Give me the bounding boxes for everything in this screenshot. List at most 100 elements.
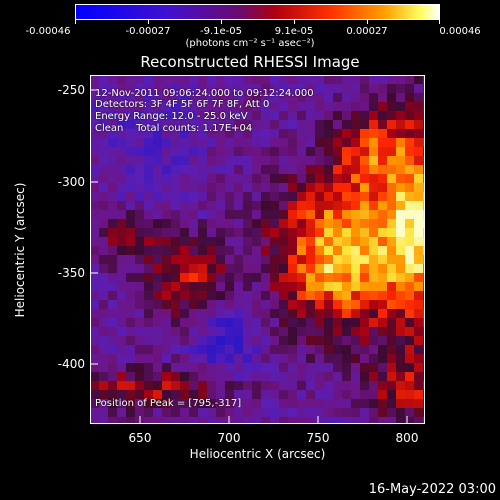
- image-pixel: [342, 210, 352, 220]
- image-pixel: [99, 228, 109, 238]
- image-pixel: [324, 336, 334, 346]
- image-pixel: [216, 156, 226, 166]
- image-pixel: [135, 354, 145, 364]
- image-pixel: [108, 183, 118, 193]
- image-pixel: [279, 201, 289, 211]
- image-pixel: [180, 174, 190, 184]
- image-pixel: [126, 210, 136, 220]
- image-pixel: [351, 156, 361, 166]
- image-pixel: [396, 417, 406, 424]
- image-pixel: [90, 129, 100, 139]
- image-pixel: [90, 192, 100, 202]
- image-pixel: [180, 291, 190, 301]
- image-pixel: [360, 318, 370, 328]
- image-pixel: [387, 309, 397, 319]
- colorbar-tick: [75, 20, 76, 24]
- image-pixel: [99, 237, 109, 247]
- image-pixel: [126, 300, 136, 310]
- image-pixel: [360, 399, 370, 409]
- image-pixel: [126, 237, 136, 247]
- image-pixel: [378, 408, 388, 418]
- image-pixel: [378, 273, 388, 283]
- image-pixel: [171, 399, 181, 409]
- image-pixel: [288, 291, 298, 301]
- image-pixel: [207, 399, 217, 409]
- image-pixel: [225, 174, 235, 184]
- image-pixel: [189, 183, 199, 193]
- image-pixel: [279, 174, 289, 184]
- colorbar-label: -0.00046: [25, 26, 71, 37]
- image-pixel: [135, 381, 145, 391]
- image-pixel: [252, 273, 262, 283]
- image-pixel: [252, 228, 262, 238]
- image-pixel: [324, 102, 334, 112]
- image-pixel: [378, 228, 388, 238]
- image-pixel: [135, 390, 145, 400]
- image-pixel: [342, 372, 352, 382]
- image-pixel: [297, 111, 307, 121]
- image-pixel: [162, 138, 172, 148]
- image-pixel: [207, 174, 217, 184]
- image-pixel: [162, 381, 172, 391]
- image-pixel: [216, 363, 226, 373]
- image-pixel: [126, 129, 136, 139]
- image-pixel: [270, 102, 280, 112]
- image-pixel: [396, 255, 406, 265]
- image-pixel: [144, 417, 154, 424]
- image-pixel: [144, 372, 154, 382]
- image-pixel: [234, 210, 244, 220]
- image-pixel: [261, 336, 271, 346]
- image-pixel: [315, 417, 325, 424]
- image-pixel: [243, 273, 253, 283]
- image-pixel: [162, 363, 172, 373]
- image-pixel: [351, 246, 361, 256]
- image-pixel: [162, 93, 172, 103]
- image-pixel: [342, 237, 352, 247]
- image-pixel: [126, 75, 136, 85]
- image-pixel: [189, 273, 199, 283]
- image-pixel: [288, 165, 298, 175]
- image-pixel: [315, 246, 325, 256]
- image-pixel: [153, 390, 163, 400]
- x-tick-label: 700: [217, 431, 241, 445]
- image-pixel: [288, 75, 298, 85]
- image-pixel: [153, 354, 163, 364]
- image-pixel: [126, 147, 136, 157]
- image-pixel: [162, 156, 172, 166]
- image-pixel: [171, 165, 181, 175]
- image-pixel: [162, 354, 172, 364]
- image-pixel: [414, 210, 424, 220]
- image-pixel: [270, 336, 280, 346]
- image-pixel: [324, 201, 334, 211]
- image-pixel: [306, 129, 316, 139]
- image-pixel: [90, 408, 100, 418]
- image-pixel: [369, 138, 379, 148]
- image-pixel: [252, 336, 262, 346]
- image-pixel: [198, 237, 208, 247]
- image-pixel: [126, 183, 136, 193]
- image-pixel: [405, 309, 415, 319]
- image-pixel: [396, 201, 406, 211]
- image-pixel: [216, 111, 226, 121]
- image-pixel: [99, 246, 109, 256]
- image-pixel: [333, 246, 343, 256]
- image-pixel: [315, 336, 325, 346]
- image-pixel: [117, 183, 127, 193]
- image-pixel: [198, 228, 208, 238]
- image-pixel: [171, 147, 181, 157]
- image-pixel: [135, 147, 145, 157]
- image-pixel: [324, 192, 334, 202]
- image-pixel: [360, 345, 370, 355]
- image-pixel: [297, 174, 307, 184]
- image-pixel: [90, 390, 100, 400]
- image-pixel: [405, 174, 415, 184]
- image-pixel: [99, 174, 109, 184]
- image-pixel: [297, 300, 307, 310]
- image-pixel: [369, 93, 379, 103]
- image-pixel: [144, 264, 154, 274]
- image-pixel: [261, 165, 271, 175]
- image-pixel: [180, 165, 190, 175]
- image-pixel: [378, 138, 388, 148]
- image-pixel: [369, 228, 379, 238]
- image-pixel: [342, 291, 352, 301]
